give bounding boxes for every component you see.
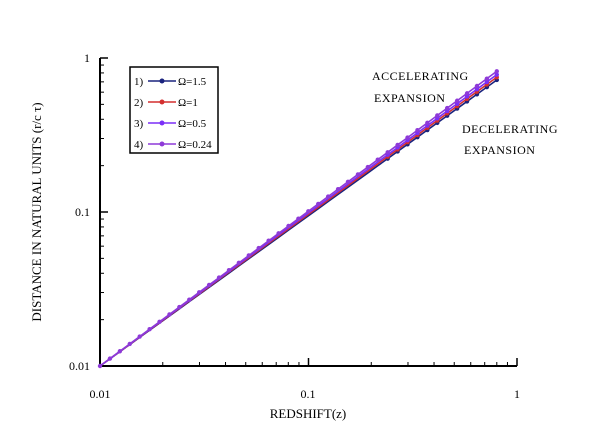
data-point [246, 253, 251, 258]
y-tick-label-1: 1 [84, 51, 90, 65]
data-point [167, 312, 172, 317]
data-point [444, 105, 450, 111]
legend-label: Ω=0.5 [178, 118, 207, 130]
legend-number: 1) [134, 76, 144, 88]
data-point [464, 91, 470, 96]
series-4 [97, 69, 499, 369]
data-point [266, 238, 271, 243]
data-point [395, 142, 400, 148]
data-point [206, 282, 212, 288]
data-point [157, 319, 162, 324]
y-axis-title: DISTANCE IN NATURAL UNITS (r/c τ) [29, 102, 44, 321]
x-axis-title: REDSHIFT(z) [270, 406, 347, 421]
y-tick-label-0.01: 0.01 [69, 359, 90, 373]
data-point [494, 72, 499, 77]
data-point [177, 304, 182, 310]
data-point [375, 157, 380, 162]
data-point [484, 79, 490, 85]
data-point [355, 172, 361, 177]
data-point [405, 135, 410, 140]
legend-number: 3) [134, 118, 144, 130]
data-point [474, 83, 480, 89]
legend-swatch-marker [159, 141, 165, 147]
data-point [226, 268, 232, 273]
minor-ticks [100, 64, 508, 366]
legend: 1) Ω=1.5 2) Ω=1 3) Ω=0.5 4) Ω=0.24 [129, 66, 219, 154]
annotation-accelerating: ACCELERATING EXPANSION [372, 69, 469, 105]
x-tick-label-0.01: 0.01 [90, 387, 111, 401]
data-point [425, 120, 430, 126]
x-tick-label-0.1: 0.1 [301, 387, 316, 401]
annotation-decelerating: DECELERATING EXPANSION [462, 122, 558, 157]
data-point [316, 201, 321, 207]
legend-number: 4) [134, 139, 144, 151]
annotation-accelerating-line1: ACCELERATING [372, 69, 469, 83]
data-point [454, 101, 460, 106]
annotation-decelerating-line2: EXPANSION [464, 143, 535, 157]
legend-number: 2) [134, 97, 144, 109]
legend-swatch-marker [159, 99, 165, 105]
y-tick-label-0.1: 0.1 [75, 205, 90, 219]
data-point [197, 290, 202, 295]
legend-label: Ω=1.5 [178, 76, 207, 88]
data-point [435, 113, 440, 118]
data-point [137, 334, 142, 339]
data-point [107, 356, 113, 361]
data-point [216, 275, 222, 280]
data-point [97, 363, 103, 369]
annotation-accelerating-line2: EXPANSION [374, 91, 445, 105]
series-layer [97, 69, 499, 369]
data-point [484, 76, 490, 81]
data-point [325, 194, 331, 199]
x-tick-label-1: 1 [514, 387, 520, 401]
data-point [286, 223, 291, 229]
data-point [345, 179, 351, 184]
data-point [464, 94, 470, 99]
legend-label: Ω=0.24 [178, 139, 212, 151]
legend-swatch-marker [159, 78, 165, 84]
data-point [276, 231, 281, 236]
data-point [236, 260, 242, 266]
data-point [306, 209, 311, 214]
legend-swatch-marker [159, 120, 165, 126]
data-point [494, 69, 499, 74]
data-point [454, 98, 460, 103]
legend-label: Ω=1 [178, 97, 198, 109]
data-point [256, 245, 261, 251]
data-point [365, 164, 371, 170]
data-point [127, 341, 132, 347]
data-point [187, 297, 192, 302]
annotation-decelerating-line1: DECELERATING [462, 122, 558, 136]
data-point [385, 150, 390, 155]
data-point [147, 326, 152, 332]
data-point [474, 86, 480, 92]
data-point [117, 349, 123, 354]
major-ticks [99, 57, 518, 367]
data-point [335, 186, 341, 192]
data-point [415, 128, 420, 133]
data-point [296, 216, 301, 221]
